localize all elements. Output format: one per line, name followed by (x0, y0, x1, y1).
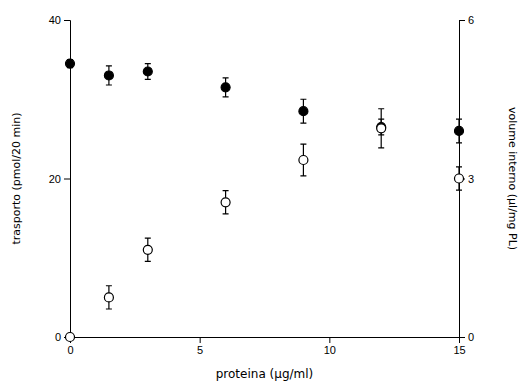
tick-mark (64, 179, 70, 180)
tick-label: 0 (55, 331, 61, 343)
tick-mark (459, 337, 465, 338)
plot: 05101502040036 (49, 14, 474, 356)
point (143, 245, 152, 254)
series (66, 59, 464, 143)
tick-label: 0 (67, 344, 73, 356)
point (455, 174, 464, 183)
axis-line (71, 338, 460, 344)
tick: 6 (459, 14, 474, 26)
tick: 15 (453, 337, 465, 356)
point (299, 107, 308, 116)
tick-label: 40 (49, 14, 61, 26)
tick: 10 (324, 337, 336, 356)
marks (66, 59, 464, 341)
point (221, 198, 230, 207)
point (66, 333, 75, 342)
point (377, 124, 386, 133)
tick-label: 5 (197, 344, 203, 356)
point (66, 59, 75, 68)
tick-label: 20 (49, 173, 61, 185)
point (104, 293, 113, 302)
tick-mark (64, 20, 70, 21)
tick-label: 10 (324, 344, 336, 356)
y2-axis-title: volume interno (μl/mg PL) (506, 107, 519, 250)
tick: 20 (49, 173, 70, 185)
tick-label: 3 (468, 173, 474, 185)
tick-label: 15 (453, 344, 465, 356)
point (104, 71, 113, 80)
point (221, 83, 230, 92)
point (299, 156, 308, 165)
x-axis: 0 5 10 15 (67, 337, 465, 356)
x-axis-title: proteina (μg/ml) (216, 367, 314, 381)
tick-label: 6 (468, 14, 474, 26)
y-axis-title: trasporto (pmol/20 min) (10, 112, 23, 244)
tick-mark (459, 20, 465, 21)
chart: 05101502040036proteina (μg/ml)trasporto … (0, 0, 529, 392)
point (143, 67, 152, 76)
series (66, 109, 464, 342)
tick-mark (329, 337, 330, 343)
point (455, 126, 464, 135)
tick: 40 (49, 14, 70, 26)
tick: 5 (197, 337, 203, 356)
tick-mark (200, 337, 201, 343)
tick-label: 0 (468, 331, 474, 343)
tick: 0 (459, 331, 474, 343)
